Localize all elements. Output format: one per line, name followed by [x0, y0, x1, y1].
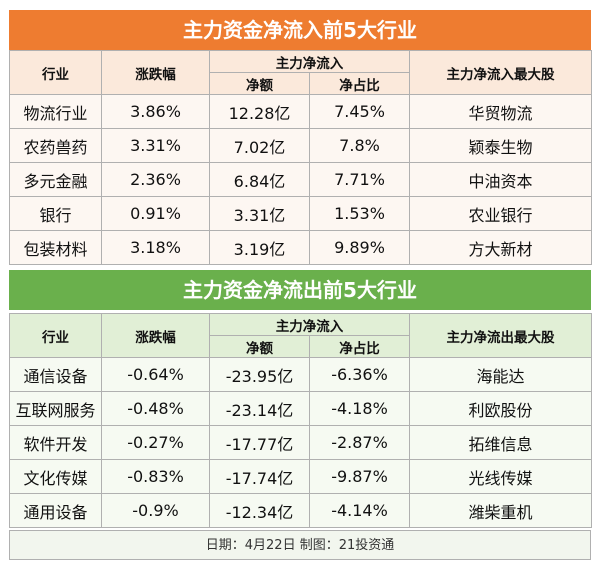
cell-net-ratio: 7.45% [309, 94, 410, 129]
cell-net-ratio: -9.87% [309, 459, 410, 494]
table-row: 银行 0.91% 3.31亿 1.53% 农业银行 [9, 196, 592, 231]
cell-net-ratio: 9.89% [309, 230, 410, 265]
table-row: 文化传媒 -0.83% -17.74亿 -9.87% 光线传媒 [9, 459, 592, 494]
table-row: 通用设备 -0.9% -12.34亿 -4.14% 潍柴重机 [9, 493, 592, 528]
header-top-stock: 主力净流出最大股 [409, 313, 592, 358]
outflow-title: 主力资金净流出前5大行业 [9, 270, 591, 310]
cell-top-stock: 华贸物流 [409, 94, 592, 129]
cell-top-stock: 农业银行 [409, 196, 592, 231]
cell-net-amount: -12.34亿 [209, 493, 310, 528]
cell-industry: 包装材料 [9, 230, 102, 265]
cell-top-stock: 海能达 [409, 357, 592, 392]
cell-net-amount: 7.02亿 [209, 128, 310, 163]
cell-change: -0.83% [101, 459, 210, 494]
cell-industry: 物流行业 [9, 94, 102, 129]
cell-change: 2.36% [101, 162, 210, 197]
cell-net-ratio: -2.87% [309, 425, 410, 460]
cell-industry: 多元金融 [9, 162, 102, 197]
cell-net-ratio: 7.71% [309, 162, 410, 197]
cell-change: 3.18% [101, 230, 210, 265]
header-main-net: 主力净流入 [209, 50, 410, 73]
cell-top-stock: 潍柴重机 [409, 493, 592, 528]
cell-change: -0.48% [101, 391, 210, 426]
cell-industry: 银行 [9, 196, 102, 231]
table-row: 多元金融 2.36% 6.84亿 7.71% 中油资本 [9, 162, 592, 197]
header-top-stock: 主力净流入最大股 [409, 50, 592, 95]
table-row: 互联网服务 -0.48% -23.14亿 -4.18% 利欧股份 [9, 391, 592, 426]
table-row: 软件开发 -0.27% -17.77亿 -2.87% 拓维信息 [9, 425, 592, 460]
cell-industry: 互联网服务 [9, 391, 102, 426]
cell-net-ratio: -4.18% [309, 391, 410, 426]
cell-industry: 文化传媒 [9, 459, 102, 494]
cell-net-amount: -23.14亿 [209, 391, 310, 426]
cell-top-stock: 拓维信息 [409, 425, 592, 460]
cell-industry: 通信设备 [9, 357, 102, 392]
header-change: 涨跌幅 [101, 313, 210, 358]
cell-change: 0.91% [101, 196, 210, 231]
cell-top-stock: 中油资本 [409, 162, 592, 197]
cell-net-amount: 3.31亿 [209, 196, 310, 231]
footer-credit: 日期：4月22日 制图：21投资通 [9, 530, 591, 560]
header-net-amount: 净额 [209, 335, 310, 358]
cell-net-ratio: -6.36% [309, 357, 410, 392]
cell-net-amount: -17.74亿 [209, 459, 310, 494]
cell-change: -0.9% [101, 493, 210, 528]
cell-net-amount: 3.19亿 [209, 230, 310, 265]
cell-top-stock: 光线传媒 [409, 459, 592, 494]
cell-net-amount: 6.84亿 [209, 162, 310, 197]
cell-top-stock: 颖泰生物 [409, 128, 592, 163]
cell-change: -0.64% [101, 357, 210, 392]
cell-net-ratio: 7.8% [309, 128, 410, 163]
cell-change: -0.27% [101, 425, 210, 460]
cell-net-amount: -23.95亿 [209, 357, 310, 392]
cell-industry: 农药兽药 [9, 128, 102, 163]
header-industry: 行业 [9, 50, 102, 95]
outflow-table: 行业 涨跌幅 主力净流入 主力净流出最大股 净额 净占比 通信设备 -0.64%… [9, 313, 592, 528]
header-net-amount: 净额 [209, 72, 310, 95]
table-row: 物流行业 3.86% 12.28亿 7.45% 华贸物流 [9, 94, 592, 129]
cell-net-amount: -17.77亿 [209, 425, 310, 460]
cell-net-amount: 12.28亿 [209, 94, 310, 129]
header-net-ratio: 净占比 [309, 335, 410, 358]
cell-net-ratio: -4.14% [309, 493, 410, 528]
header-change: 涨跌幅 [101, 50, 210, 95]
cell-industry: 通用设备 [9, 493, 102, 528]
cell-net-ratio: 1.53% [309, 196, 410, 231]
table-row: 农药兽药 3.31% 7.02亿 7.8% 颖泰生物 [9, 128, 592, 163]
table-row: 通信设备 -0.64% -23.95亿 -6.36% 海能达 [9, 357, 592, 392]
table-row: 包装材料 3.18% 3.19亿 9.89% 方大新材 [9, 230, 592, 265]
cell-change: 3.31% [101, 128, 210, 163]
cell-top-stock: 利欧股份 [409, 391, 592, 426]
inflow-table: 行业 涨跌幅 主力净流入 主力净流入最大股 净额 净占比 物流行业 3.86% … [9, 50, 592, 265]
cell-top-stock: 方大新材 [409, 230, 592, 265]
cell-change: 3.86% [101, 94, 210, 129]
header-net-ratio: 净占比 [309, 72, 410, 95]
header-industry: 行业 [9, 313, 102, 358]
inflow-title: 主力资金净流入前5大行业 [9, 10, 591, 50]
cell-industry: 软件开发 [9, 425, 102, 460]
header-main-net: 主力净流入 [209, 313, 410, 336]
